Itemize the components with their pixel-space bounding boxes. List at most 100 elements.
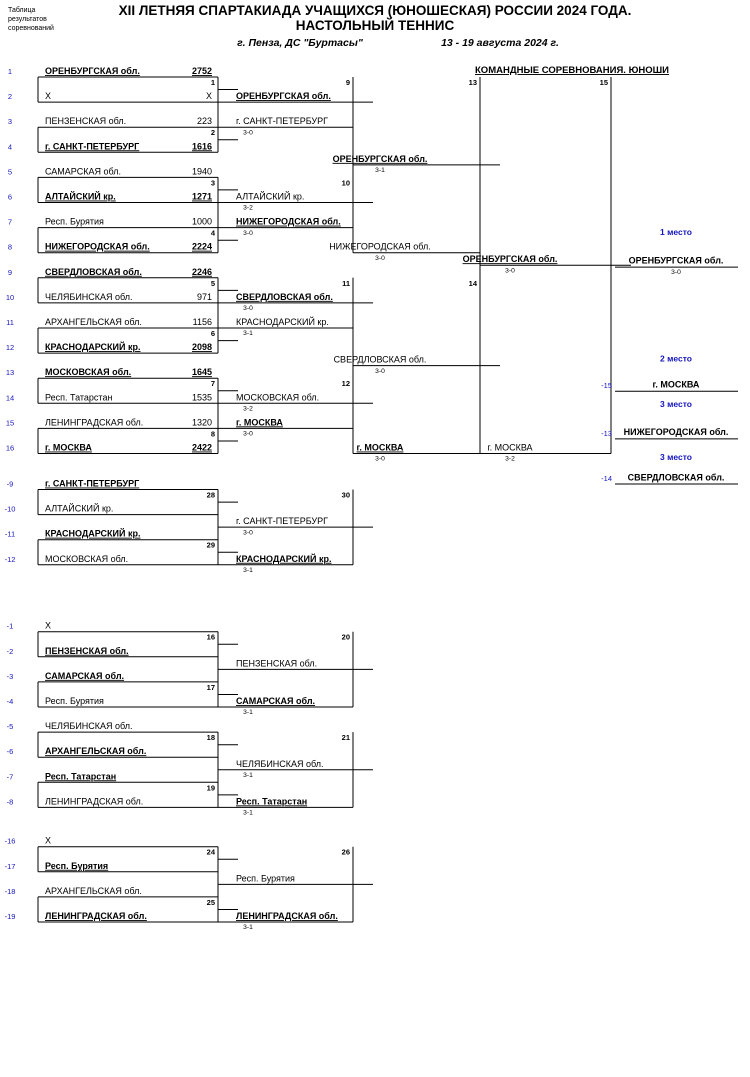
svg-text:9: 9 bbox=[346, 78, 350, 87]
svg-text:Респ. Татарстан: Респ. Татарстан bbox=[45, 771, 116, 781]
svg-text:СВЕРДЛОВСКАЯ обл.: СВЕРДЛОВСКАЯ обл. bbox=[45, 267, 142, 277]
svg-text:-6: -6 bbox=[7, 747, 14, 756]
svg-text:Респ. Бурятия: Респ. Бурятия bbox=[45, 861, 108, 871]
svg-text:1535: 1535 bbox=[192, 392, 212, 402]
svg-text:3-1: 3-1 bbox=[243, 709, 253, 716]
svg-text:-8: -8 bbox=[7, 797, 14, 806]
svg-text:ПЕНЗЕНСКАЯ обл.: ПЕНЗЕНСКАЯ обл. bbox=[45, 646, 129, 656]
svg-text:13: 13 bbox=[6, 368, 14, 377]
svg-text:15: 15 bbox=[6, 418, 14, 427]
svg-text:3-0: 3-0 bbox=[375, 456, 385, 463]
svg-text:г. САНКТ-ПЕТЕРБУРГ: г. САНКТ-ПЕТЕРБУРГ bbox=[45, 479, 139, 489]
svg-text:14: 14 bbox=[6, 393, 14, 402]
svg-text:АРХАНГЕЛЬСКАЯ обл.: АРХАНГЕЛЬСКАЯ обл. bbox=[45, 317, 142, 327]
svg-text:-9: -9 bbox=[7, 480, 14, 489]
svg-text:1: 1 bbox=[211, 78, 215, 87]
svg-text:11: 11 bbox=[342, 279, 350, 288]
svg-text:3-0: 3-0 bbox=[243, 129, 253, 136]
svg-text:САМАРСКАЯ обл.: САМАРСКАЯ обл. bbox=[45, 671, 124, 681]
svg-text:17: 17 bbox=[207, 683, 215, 692]
svg-text:КРАСНОДАРСКИЙ кр.: КРАСНОДАРСКИЙ кр. bbox=[45, 528, 140, 539]
svg-text:-3: -3 bbox=[7, 672, 14, 681]
svg-text:1000: 1000 bbox=[192, 217, 212, 227]
svg-text:8: 8 bbox=[211, 429, 215, 438]
svg-text:12: 12 bbox=[6, 343, 14, 352]
svg-text:результатов: результатов bbox=[8, 16, 47, 23]
svg-text:3-1: 3-1 bbox=[243, 924, 253, 931]
svg-text:Таблица: Таблица bbox=[8, 6, 36, 14]
svg-text:2: 2 bbox=[211, 128, 215, 137]
svg-text:ЛЕНИНГРАДСКАЯ обл.: ЛЕНИНГРАДСКАЯ обл. bbox=[45, 796, 143, 806]
svg-text:ОРЕНБУРГСКАЯ обл.: ОРЕНБУРГСКАЯ обл. bbox=[629, 256, 724, 266]
svg-text:-14: -14 bbox=[601, 474, 612, 483]
svg-text:ЛЕНИНГРАДСКАЯ обл.: ЛЕНИНГРАДСКАЯ обл. bbox=[236, 911, 338, 921]
svg-text:28: 28 bbox=[207, 491, 215, 500]
svg-text:-10: -10 bbox=[5, 505, 16, 514]
svg-text:1940: 1940 bbox=[192, 166, 212, 176]
svg-text:971: 971 bbox=[197, 292, 212, 302]
svg-text:г. САНКТ-ПЕТЕРБУРГ: г. САНКТ-ПЕТЕРБУРГ bbox=[236, 116, 328, 126]
svg-text:НАСТОЛЬНЫЙ ТЕННИС: НАСТОЛЬНЫЙ ТЕННИС bbox=[296, 18, 455, 33]
svg-text:2422: 2422 bbox=[192, 443, 212, 453]
svg-text:1156: 1156 bbox=[193, 317, 212, 327]
svg-text:XII ЛЕТНЯЯ СПАРТАКИАДА УЧАЩИХС: XII ЛЕТНЯЯ СПАРТАКИАДА УЧАЩИХСЯ (ЮНОШЕСК… bbox=[119, 3, 632, 18]
svg-text:7: 7 bbox=[211, 379, 215, 388]
svg-text:6: 6 bbox=[211, 329, 215, 338]
svg-text:-17: -17 bbox=[5, 862, 16, 871]
svg-text:ОРЕНБУРГСКАЯ обл.: ОРЕНБУРГСКАЯ обл. bbox=[333, 154, 428, 164]
svg-text:2 место: 2 место bbox=[660, 354, 692, 364]
svg-text:МОСКОВСКАЯ обл.: МОСКОВСКАЯ обл. bbox=[45, 367, 131, 377]
svg-text:3-2: 3-2 bbox=[243, 205, 253, 212]
svg-text:ОРЕНБУРГСКАЯ обл.: ОРЕНБУРГСКАЯ обл. bbox=[463, 254, 558, 264]
svg-text:-11: -11 bbox=[5, 530, 15, 539]
svg-text:НИЖЕГОРОДСКАЯ обл.: НИЖЕГОРОДСКАЯ обл. bbox=[236, 217, 341, 227]
svg-text:12: 12 bbox=[342, 379, 350, 388]
svg-text:-4: -4 bbox=[7, 697, 14, 706]
svg-text:1616: 1616 bbox=[192, 141, 212, 151]
svg-text:-5: -5 bbox=[7, 722, 14, 731]
svg-text:3: 3 bbox=[8, 117, 12, 126]
svg-text:ЧЕЛЯБИНСКАЯ обл.: ЧЕЛЯБИНСКАЯ обл. bbox=[45, 292, 133, 302]
svg-text:2752: 2752 bbox=[192, 66, 212, 76]
svg-text:8: 8 bbox=[8, 243, 12, 252]
svg-text:18: 18 bbox=[207, 733, 215, 742]
svg-text:1645: 1645 bbox=[192, 367, 212, 377]
svg-text:21: 21 bbox=[342, 733, 350, 742]
svg-text:КРАСНОДАРСКИЙ кр.: КРАСНОДАРСКИЙ кр. bbox=[236, 553, 331, 564]
svg-text:-15: -15 bbox=[601, 381, 612, 390]
svg-text:7: 7 bbox=[8, 218, 12, 227]
svg-text:1320: 1320 bbox=[192, 417, 212, 427]
svg-text:-12: -12 bbox=[5, 555, 16, 564]
svg-text:Респ. Бурятия: Респ. Бурятия bbox=[45, 217, 104, 227]
svg-text:1271: 1271 bbox=[192, 192, 212, 202]
svg-text:3-0: 3-0 bbox=[671, 269, 681, 276]
svg-text:223: 223 bbox=[197, 116, 212, 126]
svg-text:13: 13 bbox=[469, 78, 477, 87]
svg-text:-16: -16 bbox=[5, 837, 16, 846]
svg-text:X: X bbox=[45, 91, 51, 101]
svg-text:Респ. Татарстан: Респ. Татарстан bbox=[45, 392, 112, 402]
svg-text:ЛЕНИНГРАДСКАЯ обл.: ЛЕНИНГРАДСКАЯ обл. bbox=[45, 417, 143, 427]
svg-text:3-0: 3-0 bbox=[243, 305, 253, 312]
svg-text:3-1: 3-1 bbox=[375, 167, 385, 174]
svg-text:16: 16 bbox=[207, 633, 215, 642]
svg-text:СВЕРДЛОВСКАЯ обл.: СВЕРДЛОВСКАЯ обл. bbox=[334, 355, 427, 365]
svg-text:2: 2 bbox=[8, 92, 12, 101]
svg-text:3-0: 3-0 bbox=[505, 267, 515, 274]
svg-text:ЧЕЛЯБИНСКАЯ обл.: ЧЕЛЯБИНСКАЯ обл. bbox=[236, 759, 324, 769]
svg-text:-7: -7 bbox=[7, 772, 14, 781]
svg-text:3-0: 3-0 bbox=[243, 529, 253, 536]
svg-text:1: 1 bbox=[8, 67, 12, 76]
svg-text:КРАСНОДАРСКИЙ кр.: КРАСНОДАРСКИЙ кр. bbox=[45, 341, 140, 352]
svg-text:3-1: 3-1 bbox=[243, 330, 253, 337]
svg-text:13 - 19 августа 2024 г.: 13 - 19 августа 2024 г. bbox=[441, 37, 559, 49]
svg-text:3-1: 3-1 bbox=[243, 567, 253, 574]
svg-text:20: 20 bbox=[342, 633, 350, 642]
svg-text:5: 5 bbox=[8, 167, 12, 176]
svg-text:X: X bbox=[206, 91, 212, 101]
svg-text:3 место: 3 место bbox=[660, 399, 692, 409]
svg-text:АЛТАЙСКИЙ кр.: АЛТАЙСКИЙ кр. bbox=[45, 191, 116, 202]
svg-text:3 место: 3 место bbox=[660, 452, 692, 462]
svg-text:ОРЕНБУРГСКАЯ обл.: ОРЕНБУРГСКАЯ обл. bbox=[45, 66, 140, 76]
svg-text:ЛЕНИНГРАДСКАЯ обл.: ЛЕНИНГРАДСКАЯ обл. bbox=[45, 911, 147, 921]
